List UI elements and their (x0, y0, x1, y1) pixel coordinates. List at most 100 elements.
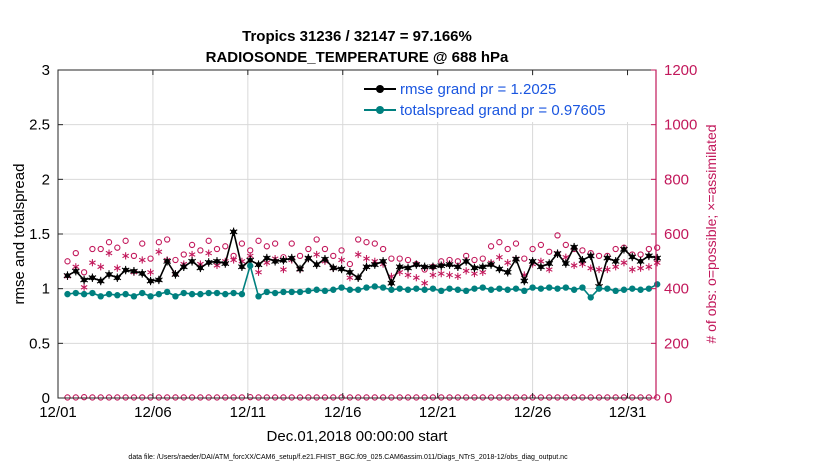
obs-possible-marker (604, 394, 611, 401)
totalspread-point (97, 293, 104, 300)
obs-possible-marker (188, 394, 196, 401)
obs-assimilated-marker (338, 256, 345, 264)
rmse-point-dot (538, 264, 544, 270)
obs-assimilated-marker (454, 272, 462, 280)
obs-possible-marker (413, 394, 420, 401)
obs-assimilated-marker (595, 265, 603, 274)
obs-assimilated-marker (404, 271, 412, 279)
totalspread-point (188, 290, 196, 298)
obs-possible-marker (587, 394, 594, 401)
obs-possible-marker (130, 252, 138, 260)
y2-tick-label: 200 (664, 335, 689, 352)
y-tick-label: 1.5 (29, 226, 50, 243)
totalspread-point (462, 287, 470, 295)
totalspread-point (379, 284, 387, 291)
totalspread-point (471, 285, 478, 292)
obs-possible-marker (330, 394, 337, 401)
legend-spread-label: totalspread grand pr = 0.97605 (400, 102, 606, 119)
obs-possible-marker (654, 394, 661, 401)
obs-possible-marker (496, 239, 503, 246)
x-axis-label: Dec.01,2018 00:00:00 start (267, 428, 449, 445)
obs-possible-marker (114, 394, 121, 401)
totalspread-point (105, 290, 113, 298)
y-tick-label: 0.5 (29, 335, 50, 352)
obs-possible-marker (454, 394, 462, 401)
obs-possible-marker (230, 394, 237, 401)
obs-possible-marker (180, 394, 187, 401)
obs-possible-marker (654, 244, 661, 251)
totalspread-point (629, 285, 636, 292)
totalspread-point (247, 262, 254, 269)
obs-possible-marker (105, 239, 113, 246)
rmse-point-dot (330, 265, 336, 271)
totalspread-point (114, 292, 121, 299)
obs-possible-marker (521, 394, 528, 401)
totalspread-point (446, 285, 453, 292)
obs-possible-marker (180, 251, 187, 258)
obs-possible-marker (371, 240, 378, 247)
rmse-point-dot (106, 271, 112, 278)
obs-possible-marker (155, 239, 163, 246)
totalspread-point (238, 290, 246, 298)
obs-possible-marker (313, 394, 320, 401)
totalspread-point (421, 286, 428, 293)
obs-possible-marker (521, 255, 528, 262)
obs-possible-marker (238, 240, 246, 247)
obs-assimilated-marker (421, 279, 429, 287)
obs-possible-marker (529, 245, 536, 253)
obs-possible-marker (562, 394, 569, 401)
totalspread-point (230, 289, 237, 297)
rmse-point-dot (546, 260, 552, 267)
totalspread-point (280, 288, 287, 296)
obs-possible-marker (388, 394, 395, 401)
totalspread-point (512, 285, 520, 292)
footer-file-path: data file: /Users/raeder/DAI/ATM_forcXX/… (128, 454, 568, 461)
obs-possible-marker (321, 245, 329, 253)
rmse-point-dot (98, 278, 104, 284)
obs-possible-marker (346, 260, 354, 268)
totalspread-point (604, 285, 611, 292)
obs-possible-marker (595, 252, 603, 260)
obs-possible-marker (554, 232, 561, 239)
totalspread-point (222, 290, 229, 298)
x-tick-label: 12/21 (419, 404, 457, 421)
obs-assimilated-marker (122, 252, 130, 260)
totalspread-point (180, 289, 187, 297)
axes: 12/01 12/06 12/11 12/16 12/21 12/26 12/31 0 0.5 1… (29, 62, 697, 421)
rmse-point-dot (147, 278, 154, 284)
rmse-point-dot (231, 229, 237, 235)
obs-assimilated-marker (188, 250, 196, 259)
rmse-point-dot (355, 275, 361, 281)
rmse-point-dot (372, 262, 378, 268)
obs-possible-marker (80, 394, 88, 401)
totalspread-point (163, 288, 171, 296)
obs-assimilated-marker (255, 268, 262, 276)
totalspread-point (263, 288, 271, 296)
plot-area (63, 227, 662, 401)
obs-assimilated-marker (363, 255, 370, 263)
totalspread-point (72, 289, 79, 297)
totalspread-point (496, 285, 503, 292)
obs-possible-marker (429, 394, 437, 401)
obs-possible-marker (620, 394, 628, 401)
obs-assimilated-marker (495, 253, 503, 261)
rmse-point-dot (604, 255, 610, 261)
obs-possible-marker (155, 394, 163, 401)
rmse-point-dot (579, 257, 586, 263)
obs-possible-marker (371, 394, 378, 401)
obs-possible-marker (446, 394, 453, 401)
totalspread-point (363, 284, 370, 291)
obs-possible-marker (97, 245, 104, 253)
totalspread-point (371, 283, 378, 290)
obs-possible-marker (122, 394, 129, 401)
rmse-point-dot (505, 269, 511, 275)
totalspread-point (147, 293, 154, 300)
obs-possible-marker (164, 236, 171, 243)
totalspread-point (562, 284, 570, 291)
obs-assimilated-marker (645, 263, 653, 271)
rmse-point-dot (471, 265, 478, 271)
obs-assimilated-marker (105, 249, 113, 257)
totalspread-point (205, 289, 212, 297)
obs-possible-marker (396, 394, 403, 401)
totalspread-point (429, 285, 437, 292)
